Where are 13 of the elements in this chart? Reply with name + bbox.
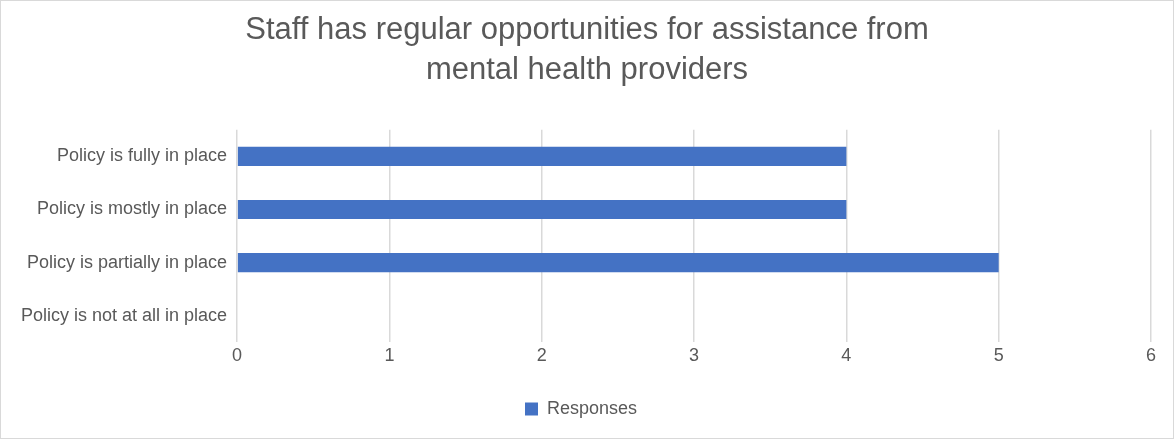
x-tick-label: 0 [232, 345, 243, 366]
x-tick-label: 6 [1145, 345, 1157, 366]
x-tick-label: 1 [384, 345, 395, 366]
y-tick-label: Policy is not at all in place [20, 304, 228, 325]
legend-label: Responses [546, 397, 638, 418]
x-tick-label: 5 [993, 345, 1004, 366]
x-tick-label: 2 [536, 345, 547, 366]
x-tick-label: 3 [689, 345, 700, 366]
y-tick-label: Policy is fully in place [57, 145, 228, 166]
y-tick-label: Policy is mostly in place [37, 198, 228, 219]
y-tick-label: Policy is partially in place [27, 251, 228, 272]
chart-title: Staff has regular opportunities for assistance from mental health providers [244, 10, 930, 88]
x-tick-label: 4 [841, 345, 852, 366]
